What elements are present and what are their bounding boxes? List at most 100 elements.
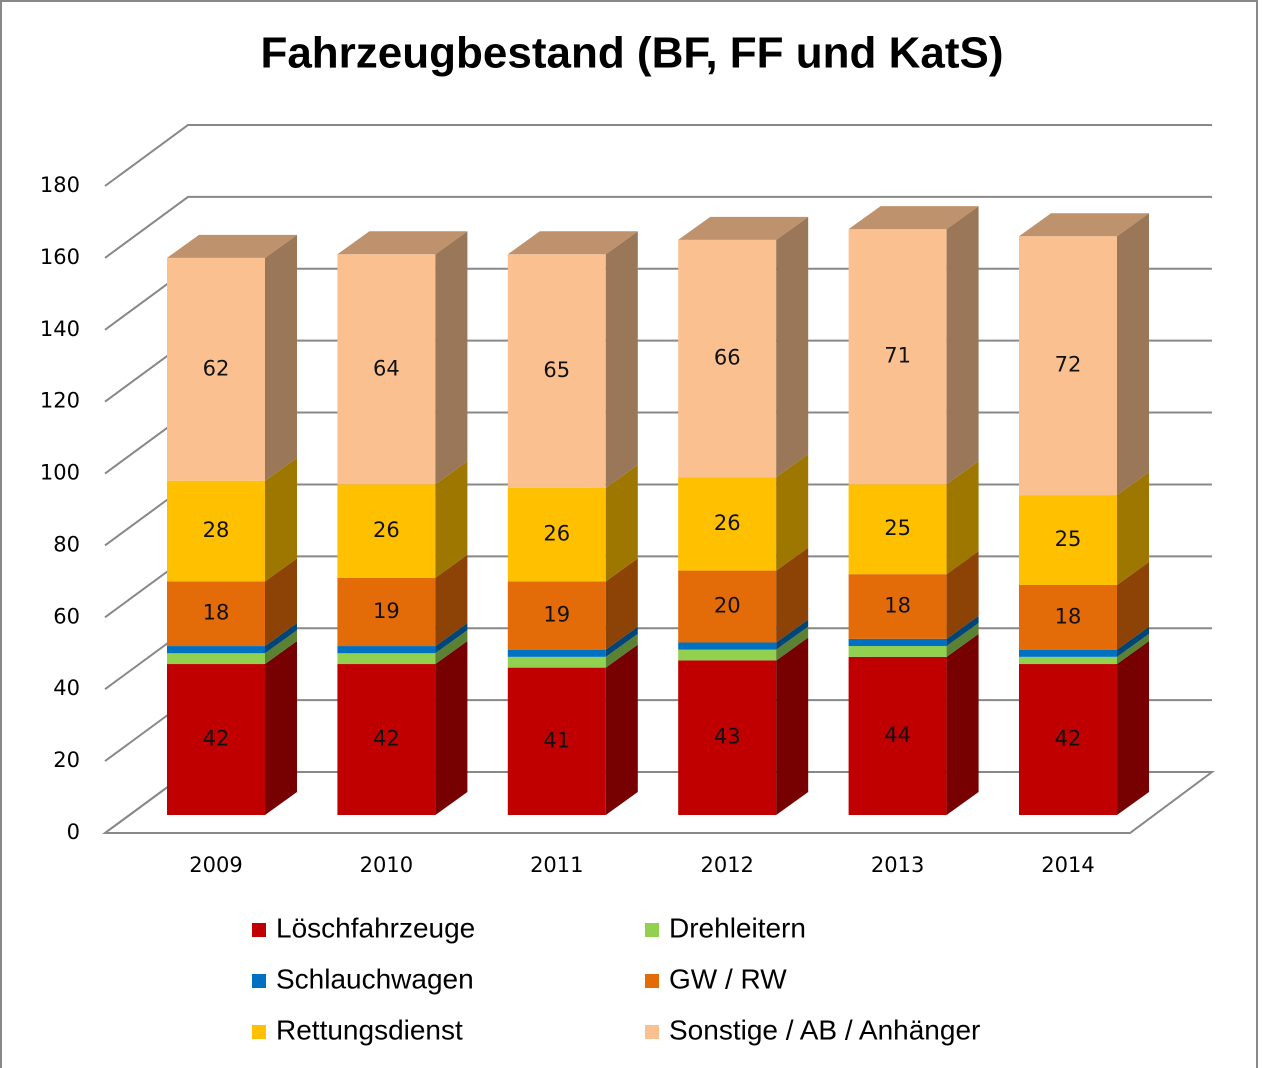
bar-front: [167, 664, 265, 815]
bar-front: [337, 664, 436, 815]
bar-segment: [678, 626, 809, 661]
data-label: 26: [373, 518, 400, 542]
bar-front: [507, 254, 606, 488]
bar-front: [337, 653, 436, 665]
bar-segment: [337, 554, 468, 647]
grid-line: [104, 195, 1212, 259]
bar-segment: [1019, 626, 1149, 657]
data-label: 42: [1055, 727, 1082, 751]
bar-front: [1019, 495, 1117, 585]
data-label: 44: [884, 723, 911, 747]
bar-front: [848, 229, 947, 485]
data-label: 64: [373, 356, 400, 380]
bar-side: [946, 551, 979, 639]
bar-front: [507, 649, 606, 657]
legend-swatch: [252, 923, 266, 937]
bar-segment: [337, 461, 468, 578]
bar-segment: [1019, 213, 1149, 496]
x-tick-label: 2014: [1041, 853, 1094, 877]
bar-segment: [167, 641, 297, 815]
data-label: 19: [373, 599, 400, 623]
bar-front: [678, 477, 777, 571]
bar-segment: [337, 630, 468, 665]
legend-swatch: [645, 974, 659, 988]
bar-segment: [507, 626, 638, 657]
x-tick-label: 2011: [530, 853, 583, 877]
bar-side: [605, 558, 638, 650]
bar-front: [507, 667, 606, 815]
bar-front: [1019, 584, 1117, 650]
y-tick-label: 0: [67, 820, 80, 844]
bar-segment: [848, 206, 979, 485]
bar-top: [848, 206, 979, 230]
legend-label: Rettungsdienst: [276, 1014, 463, 1045]
bar-side: [265, 630, 297, 665]
bar-side: [435, 630, 468, 665]
bar-top: [167, 234, 297, 258]
bar-front: [167, 480, 265, 582]
bar-front: [848, 574, 947, 639]
bar-front: [337, 254, 436, 485]
bar-front: [678, 642, 777, 650]
legend-label: GW / RW: [669, 963, 787, 994]
bar-segment: [678, 454, 809, 571]
x-tick-label: 2010: [360, 853, 413, 877]
bar-side: [776, 216, 809, 478]
bar-side: [435, 641, 468, 815]
bar-segment: [1019, 561, 1149, 650]
bar-side: [605, 626, 638, 657]
bar-front: [1019, 649, 1117, 657]
bar-segment: [1019, 472, 1149, 585]
bar-side: [1117, 626, 1149, 657]
bar-top: [337, 231, 468, 255]
bar-segment: [678, 619, 809, 650]
bar-side: [946, 633, 979, 815]
data-label: 72: [1055, 353, 1082, 377]
data-label: 42: [373, 727, 400, 751]
bar-front: [167, 257, 265, 481]
bar-front: [1019, 656, 1117, 665]
bar-segment: [678, 547, 809, 643]
bar-front: [507, 656, 606, 668]
bar-side: [946, 615, 979, 647]
bar-segment: [507, 464, 638, 582]
legend-label: Löschfahrzeuge: [276, 912, 475, 943]
bar-front: [678, 570, 777, 643]
bar-segment: [167, 558, 297, 647]
data-label: 25: [1055, 527, 1082, 551]
legend-label: Drehleitern: [669, 912, 806, 943]
bar-side: [776, 619, 809, 650]
bar-segment: [507, 633, 638, 668]
bar-side: [946, 461, 979, 575]
legend-swatch: [645, 1025, 659, 1039]
bar-side: [946, 623, 979, 657]
bar-top: [1019, 213, 1149, 237]
bar-side: [1117, 561, 1149, 650]
data-label: 62: [203, 356, 230, 380]
bar-top: [678, 216, 809, 240]
bar-segment: [337, 623, 468, 654]
bar-segment: [507, 231, 638, 488]
bar-segment: [848, 461, 979, 575]
x-tick-label: 2009: [189, 853, 242, 877]
bar-front: [848, 646, 947, 657]
data-label: 42: [203, 727, 230, 751]
bar-side: [265, 558, 297, 647]
bar-front: [848, 656, 947, 815]
bar-side: [776, 454, 809, 571]
data-label: 20: [714, 594, 741, 618]
legend-swatch: [252, 974, 266, 988]
data-label: 19: [543, 603, 570, 627]
y-tick-label: 20: [53, 748, 80, 772]
bar-segment: [848, 615, 979, 647]
bar-front: [507, 487, 606, 582]
bar-front: [1019, 664, 1117, 815]
bar-segment: [507, 558, 638, 650]
x-tick-label: 2013: [871, 853, 924, 877]
bar-segment: [1019, 641, 1149, 815]
bar-front: [848, 484, 947, 575]
bar-segment: [167, 630, 297, 665]
grid-line: [104, 124, 1212, 187]
bar-front: [337, 484, 436, 578]
data-label: 71: [884, 344, 911, 368]
